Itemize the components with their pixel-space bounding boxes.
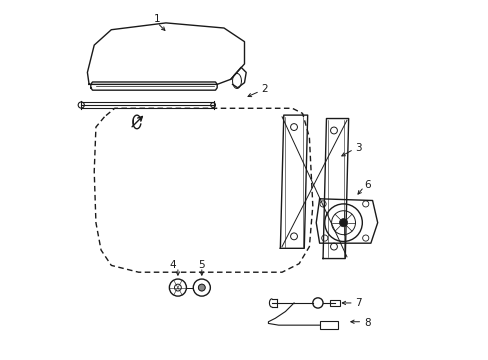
Text: 4: 4 (169, 260, 176, 270)
Text: 5: 5 (198, 260, 204, 270)
Text: 7: 7 (355, 298, 362, 308)
Text: 8: 8 (364, 319, 370, 328)
Circle shape (198, 284, 205, 291)
Text: 1: 1 (154, 14, 161, 24)
Text: 3: 3 (355, 143, 362, 153)
Text: 6: 6 (364, 180, 370, 190)
Circle shape (339, 219, 347, 227)
Text: 2: 2 (261, 85, 268, 94)
